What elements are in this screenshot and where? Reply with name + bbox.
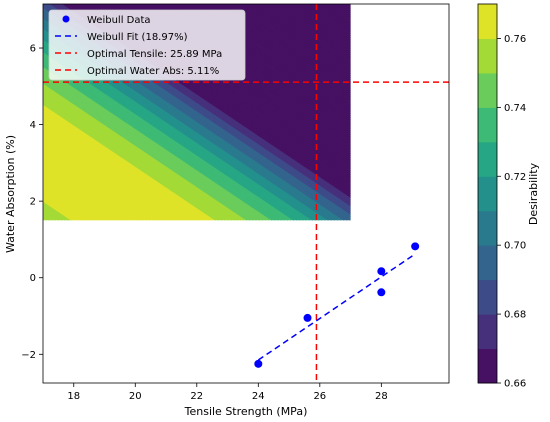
contour-band [287, 4, 351, 47]
contour-band [290, 4, 351, 45]
contour-band [300, 4, 351, 38]
colorbar-tick-label: 0.76 [504, 34, 526, 45]
y-tick-label: 6 [30, 44, 36, 55]
x-tick-label: 20 [129, 391, 142, 402]
colorbar-tick-label: 0.66 [504, 379, 526, 390]
contour-band [322, 4, 351, 24]
colorbar-segment [478, 279, 497, 315]
x-tick-label: 24 [252, 391, 265, 402]
contour-band [306, 4, 351, 34]
contour-band [293, 4, 351, 43]
colorbar: 0.66 0.68 0.70 0.72 0.74 0.76 [477, 3, 526, 390]
contour-band [221, 4, 351, 91]
contour-band [228, 4, 351, 87]
contour-band [281, 4, 351, 51]
colorbar-segment [478, 245, 497, 281]
data-point [377, 267, 386, 276]
colorbar-label: Desirability [527, 162, 540, 225]
legend-label: Optimal Water Abs: 5.11% [87, 66, 219, 77]
contour-band [325, 4, 351, 22]
contour-band [284, 4, 351, 49]
legend-label: Weibull Data [87, 15, 151, 26]
colorbar-frame [477, 3, 498, 384]
colorbar-tick-label: 0.72 [504, 172, 526, 183]
colorbar-tick-label: 0.74 [504, 103, 526, 114]
contour-band [196, 4, 351, 108]
contour-band [265, 4, 351, 62]
contour-band [243, 4, 351, 76]
data-series [254, 242, 420, 368]
contour-band [268, 4, 351, 59]
contour-band [328, 4, 351, 19]
x-tick-label: 22 [190, 391, 203, 402]
legend-box [48, 9, 246, 81]
colorbar-segment [478, 4, 497, 39]
data-point [411, 242, 420, 251]
contour-band [303, 4, 351, 36]
y-tick-label: 4 [30, 120, 36, 131]
x-tick-label: 18 [67, 391, 80, 402]
contour-band [237, 4, 351, 80]
contour-band [187, 4, 351, 114]
contour-band [234, 4, 351, 83]
contour-band [184, 4, 351, 116]
y-axis-label: Water Absorption (%) [4, 135, 17, 253]
contour-band [315, 4, 351, 28]
colorbar-segment [478, 38, 497, 74]
contour-band [225, 4, 351, 89]
contour-band [297, 4, 351, 40]
contour-band [246, 4, 351, 74]
contour-band [275, 4, 351, 55]
colorbar-segment [478, 72, 497, 108]
contour-band [347, 4, 351, 7]
legend: Weibull Data Weibull Fit (18.97%) Optimal … [48, 9, 246, 81]
y-tick-label: 0 [30, 273, 36, 284]
y-axis-ticks: −2 0 2 4 6 [21, 44, 43, 361]
colorbar-segment [478, 348, 497, 384]
contour-band [253, 4, 351, 70]
contour-band [215, 4, 351, 95]
contour-band [203, 4, 351, 104]
contour-band [206, 4, 351, 102]
contour-band [278, 4, 351, 53]
data-point [254, 359, 263, 368]
colorbar-tick-label: 0.68 [504, 310, 526, 321]
colorbar-segment [478, 107, 497, 143]
contour-band [259, 4, 351, 66]
contour-band [262, 4, 351, 64]
x-tick-label: 26 [313, 391, 326, 402]
data-point [303, 313, 312, 322]
contour-band [256, 4, 351, 68]
x-axis-ticks: 18 20 22 24 26 28 [67, 383, 388, 402]
contour-band [231, 4, 351, 85]
contour-band [340, 4, 351, 11]
legend-marker [62, 15, 70, 23]
legend-label: Optimal Tensile: 25.89 MPa [87, 49, 222, 60]
contour-band [337, 4, 351, 13]
legend-label: Weibull Fit (18.97%) [87, 32, 188, 43]
plot-frame [42, 3, 450, 384]
x-tick-label: 28 [375, 391, 388, 402]
colorbar-segment [478, 141, 497, 177]
colorbar-segment [478, 210, 497, 246]
contour-band [272, 4, 351, 57]
colorbar-segment [478, 176, 497, 212]
data-point [377, 288, 386, 297]
y-tick-label: −2 [21, 350, 36, 361]
contour-band [331, 4, 351, 17]
contour-band [312, 4, 351, 30]
weibull-fit-line [257, 253, 416, 361]
contour-band [318, 4, 351, 26]
colorbar-tick-label: 0.70 [504, 241, 526, 252]
colorbar-segment [478, 314, 497, 350]
contour-band [309, 4, 351, 32]
y-tick-label: 2 [30, 197, 36, 208]
x-axis-label: Tensile Strength (MPa) [184, 405, 308, 418]
contour-band [212, 4, 351, 97]
contour-band [240, 4, 351, 78]
contour-band [334, 4, 351, 15]
